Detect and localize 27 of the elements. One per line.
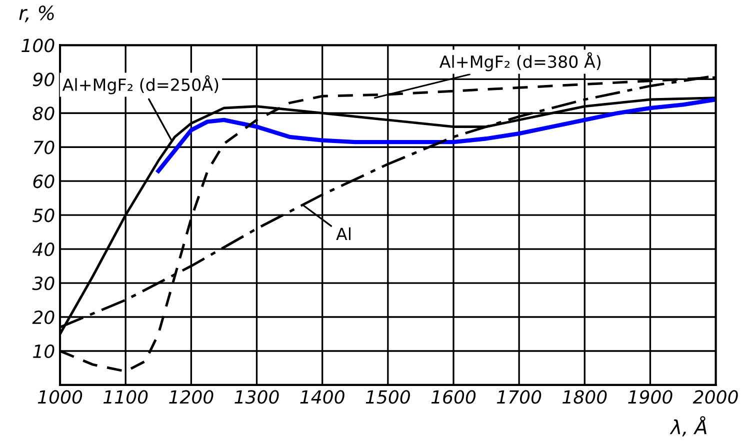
x-tick-label: 1700 (496, 390, 542, 404)
y-tick-label: 90 (32, 72, 54, 86)
y-tick-label: 30 (32, 276, 54, 290)
annotation: Al (336, 227, 350, 240)
x-tick-label: 1100 (104, 390, 148, 404)
x-tick-label: 1300 (234, 390, 279, 404)
x-axis-title: λ, Å (670, 416, 706, 436)
y-tick-label: 10 (33, 344, 54, 358)
x-tick-label: 1500 (366, 390, 410, 404)
y-tick-label: 70 (34, 140, 54, 154)
y-tick-label: 40 (32, 242, 54, 256)
x-tick-label: 1200 (169, 390, 214, 404)
x-tick-label: 1900 (628, 390, 672, 404)
line-series (156, 97, 716, 173)
y-tick-label: 100 (22, 38, 54, 52)
x-tick-label: 1600 (431, 390, 476, 404)
annotation: Al+MgF₂ (d=380 Å) (439, 52, 600, 72)
y-tick-label: 50 (32, 208, 54, 222)
y-axis-title: r, % (19, 6, 54, 22)
y-tick-label: 20 (32, 310, 54, 324)
x-tick-label: 1800 (562, 390, 607, 404)
y-tick-label: 80 (32, 106, 54, 120)
x-tick-label: 1400 (300, 390, 344, 404)
annotation: Al+MgF₂ (d=250Å) (62, 75, 218, 94)
x-tick-label: 2000 (692, 390, 738, 404)
y-tick-label: 60 (33, 174, 54, 188)
x-tick-label: 1000 (38, 390, 82, 404)
